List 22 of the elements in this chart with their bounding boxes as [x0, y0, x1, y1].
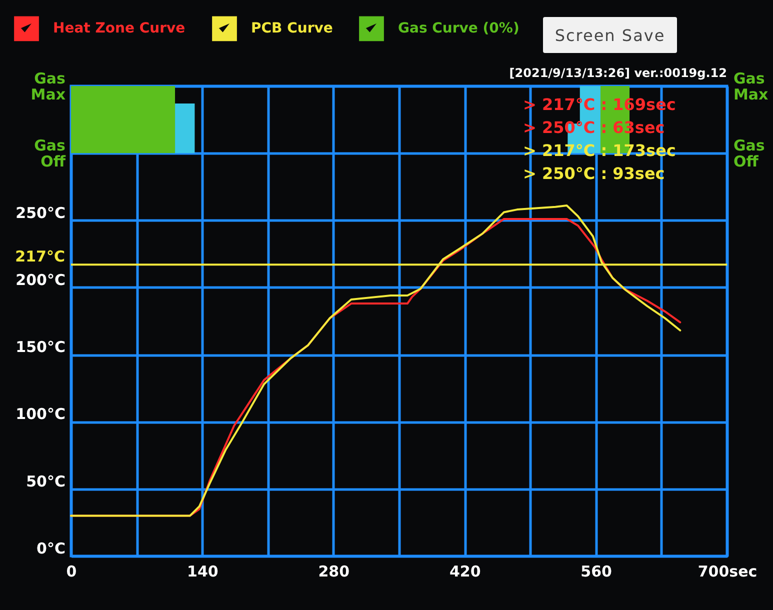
x-tick-label: 700sec — [698, 562, 758, 580]
ref-line-label: 217°C — [15, 248, 65, 266]
text: Gas Off — [734, 136, 765, 171]
y-tick-label: 250°C — [16, 204, 66, 222]
x-tick-label: 280 — [318, 562, 350, 580]
y-tick-label: Gas Max — [30, 70, 66, 104]
y-tick-label: 150°C — [16, 338, 66, 356]
x-tick-label: 0 — [66, 562, 77, 580]
y-tick-label: 200°C — [16, 270, 66, 289]
x-tick-label: 140 — [187, 562, 218, 580]
y-tick-label: 50°C — [26, 472, 66, 490]
y-tick-label: Gas Off — [34, 136, 66, 171]
text: [2021/9/13/13:26] ver.:0019g.12 — [509, 66, 727, 80]
text: Gas Max — [734, 70, 768, 104]
y-tick-label: 0°C — [36, 540, 66, 558]
legend-label: PCB Curve — [251, 20, 333, 37]
y-tick-label: 100°C — [16, 405, 66, 424]
legend-label: Gas Curve (0%) — [398, 20, 520, 37]
x-tick-label: 560 — [580, 562, 612, 580]
text: Screen Save — [543, 17, 677, 53]
legend-label: Heat Zone Curve — [53, 20, 186, 37]
x-tick-label: 420 — [449, 562, 481, 580]
